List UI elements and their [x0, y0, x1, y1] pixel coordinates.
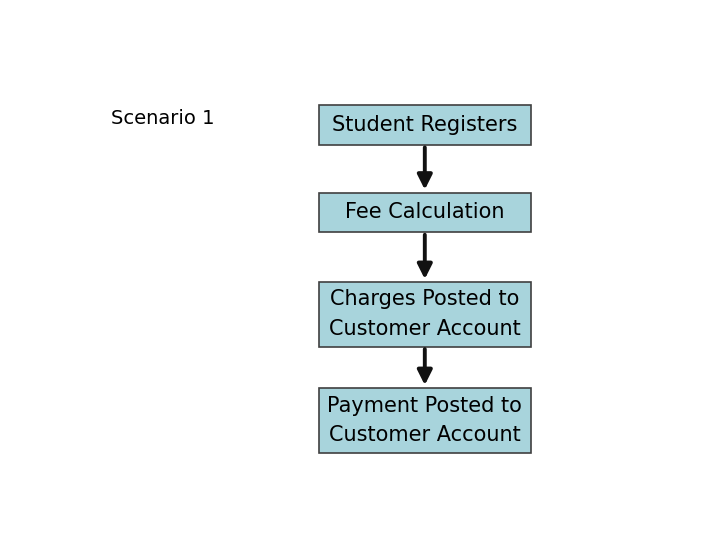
- Text: Student Registers: Student Registers: [332, 115, 518, 135]
- Text: Fee Calculation: Fee Calculation: [345, 202, 505, 222]
- FancyBboxPatch shape: [319, 388, 531, 453]
- Text: Payment Posted to
Customer Account: Payment Posted to Customer Account: [328, 395, 522, 445]
- FancyBboxPatch shape: [319, 193, 531, 232]
- FancyBboxPatch shape: [319, 105, 531, 145]
- Text: Scenario 1: Scenario 1: [111, 110, 215, 129]
- Text: Charges Posted to
Customer Account: Charges Posted to Customer Account: [329, 289, 521, 339]
- FancyBboxPatch shape: [319, 282, 531, 347]
